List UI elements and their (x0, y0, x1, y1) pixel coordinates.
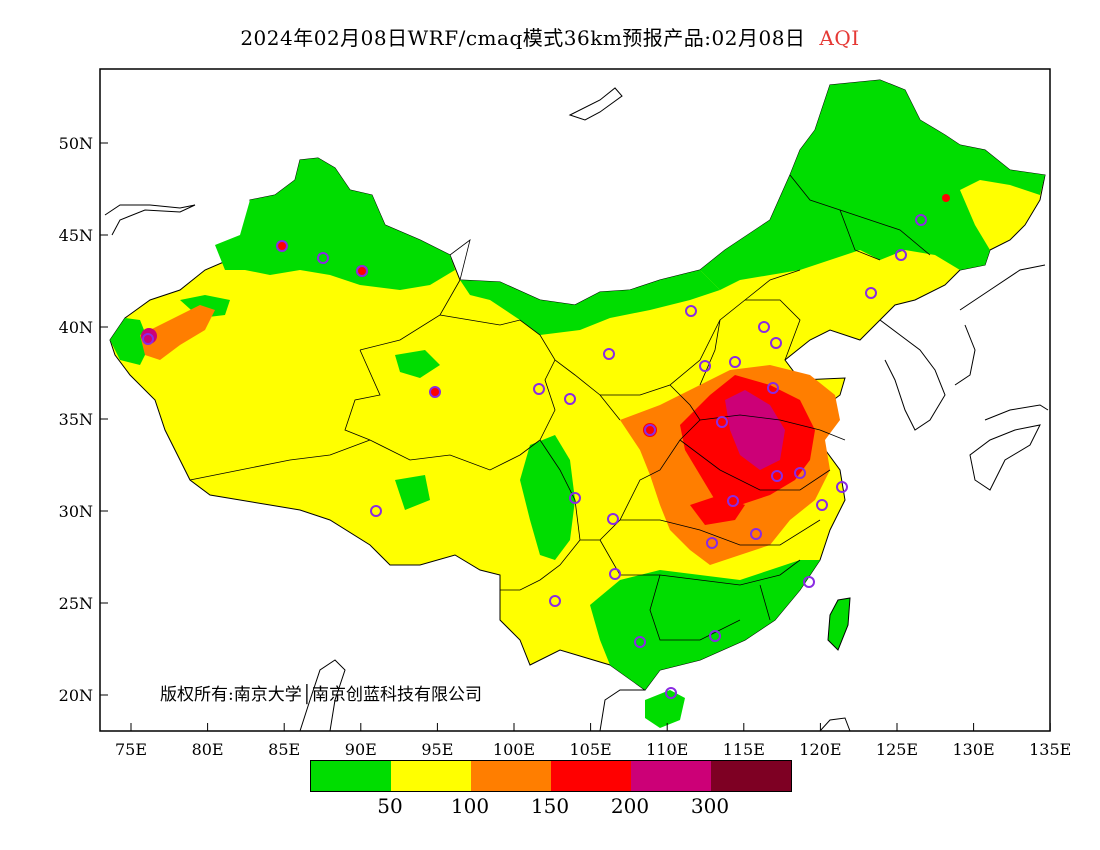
lat-tick-label: 30N (59, 502, 93, 521)
legend-labels: 50 100 150 200 300 (310, 792, 792, 822)
legend-label: 150 (530, 794, 570, 818)
legend-swatch (631, 761, 711, 791)
aqi-legend: 50 100 150 200 300 (310, 760, 792, 822)
legend-color-bar (310, 760, 792, 792)
coastline (969, 404, 1049, 491)
lat-tick-label: 40N (59, 318, 93, 337)
station-markers (142, 214, 927, 699)
green-xj-south (180, 295, 230, 318)
coastline (599, 689, 645, 731)
longitude-axis: 75E 80E 85E 90E 95E 100E 105E 110E 115E 120E 125E 1… (115, 723, 1071, 759)
legend-label: 50 (377, 794, 403, 818)
lat-tick-label: 50N (59, 134, 93, 153)
green-patch-2 (395, 475, 430, 510)
lon-tick-label: 75E (115, 740, 147, 759)
green-qinghai (395, 350, 440, 378)
green-northwest (215, 158, 455, 290)
orange-xinjiang (140, 305, 215, 360)
lon-tick-label: 135E (1029, 740, 1071, 759)
copyright-text: 版权所有:南京大学│南京创蓝科技有限公司 (160, 685, 482, 705)
lon-tick-label: 90E (345, 740, 377, 759)
coastline (879, 319, 946, 431)
coastline (819, 717, 851, 731)
legend-swatch (311, 761, 391, 791)
title-variable: AQI (819, 26, 860, 50)
lon-tick-label: 95E (421, 740, 453, 759)
latitude-axis: 50N 45N 40N 35N 30N 25N 20N (59, 134, 108, 705)
magenta-core (725, 390, 785, 470)
coastline (299, 659, 346, 731)
map-area (104, 79, 1049, 731)
legend-swatch (471, 761, 551, 791)
lon-tick-label: 110E (646, 740, 688, 759)
lon-tick-label: 80E (192, 740, 224, 759)
lon-tick-label: 100E (493, 740, 535, 759)
green-south (590, 560, 820, 690)
plot-frame (99, 68, 1051, 732)
map-title: 2024年02月08日WRF/cmaq模式36km预报产品:02月08日 AQI (0, 22, 1100, 51)
green-tarim (110, 318, 150, 365)
green-northeast (700, 80, 1045, 290)
green-inner-mongolia (460, 270, 720, 335)
legend-label: 300 (690, 794, 730, 818)
lon-tick-label: 130E (952, 740, 994, 759)
legend-swatch (391, 761, 471, 791)
lat-tick-label: 35N (59, 410, 93, 429)
province-boundaries (189, 174, 931, 641)
lat-tick-label: 25N (59, 594, 93, 613)
red-hubei (690, 495, 745, 525)
coastline (954, 264, 1046, 386)
green-sichuan (520, 435, 575, 560)
lat-tick-label: 20N (59, 686, 93, 705)
legend-label: 100 (450, 794, 490, 818)
lon-tick-label: 125E (876, 740, 918, 759)
lon-tick-label: 115E (723, 740, 765, 759)
legend-label: 200 (610, 794, 650, 818)
lat-tick-label: 45N (59, 226, 93, 245)
legend-swatch (711, 761, 791, 791)
green-hainan (645, 690, 685, 728)
lon-tick-label: 120E (799, 740, 841, 759)
coastline (568, 87, 623, 121)
legend-swatch (551, 761, 631, 791)
hotspot (942, 194, 950, 202)
title-text: 2024年02月08日WRF/cmaq模式36km预报产品:02月08日 (240, 26, 806, 50)
coastline (104, 204, 196, 236)
lon-tick-label: 105E (569, 740, 611, 759)
lon-tick-label: 85E (268, 740, 300, 759)
hotspot (430, 387, 440, 397)
green-taiwan (827, 597, 851, 651)
